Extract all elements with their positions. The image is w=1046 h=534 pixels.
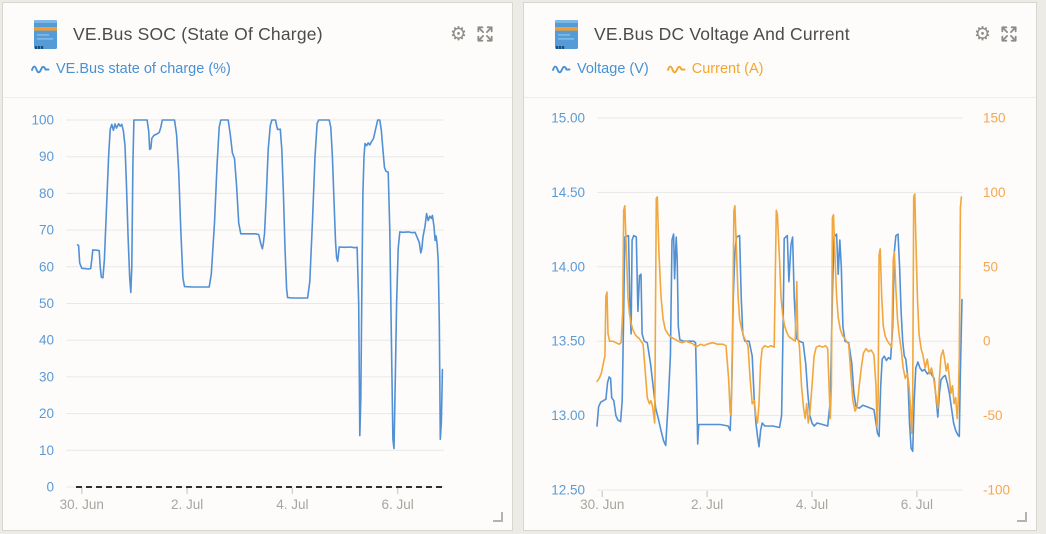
legend-item-current[interactable]: Current (A): [666, 61, 764, 77]
gear-icon[interactable]: ⚙: [973, 22, 991, 45]
svg-text:0: 0: [983, 334, 991, 349]
svg-text:50: 50: [39, 296, 54, 311]
svg-text:14.00: 14.00: [551, 259, 585, 274]
svg-text:13.00: 13.00: [551, 408, 585, 423]
soc-panel-header: VE.Bus SOC (State Of Charge) ⚙ V: [3, 3, 512, 98]
svg-text:6. Jul: 6. Jul: [382, 497, 414, 512]
vebus-inverter-icon: [34, 20, 57, 49]
legend: VE.Bus state of charge (%): [3, 51, 512, 77]
svg-text:6. Jul: 6. Jul: [901, 497, 933, 512]
legend-label: Current (A): [691, 61, 764, 77]
panel-title: VE.Bus DC Voltage And Current: [594, 23, 850, 44]
panel-resize-handle[interactable]: [493, 512, 503, 522]
svg-text:2. Jul: 2. Jul: [171, 497, 203, 512]
svg-text:13.50: 13.50: [551, 334, 585, 349]
legend-item-voltage[interactable]: Voltage (V): [552, 61, 649, 77]
svg-text:15.00: 15.00: [551, 111, 585, 126]
legend-label: VE.Bus state of charge (%): [56, 61, 231, 77]
soc-chart-panel: VE.Bus SOC (State Of Charge) ⚙ V: [2, 2, 513, 531]
expand-icon[interactable]: [476, 25, 494, 43]
svg-text:80: 80: [39, 186, 54, 201]
dc-voltage-current-panel: VE.Bus DC Voltage And Current ⚙: [523, 2, 1037, 531]
svg-text:-50: -50: [983, 408, 1003, 423]
expand-icon[interactable]: [1000, 25, 1018, 43]
svg-text:90: 90: [39, 149, 54, 164]
svg-text:20: 20: [39, 406, 54, 421]
svg-text:2. Jul: 2. Jul: [691, 497, 723, 512]
series-line-icon: [666, 65, 686, 74]
svg-text:100: 100: [983, 185, 1006, 200]
legend: Voltage (V) Current (A): [524, 51, 1036, 77]
svg-text:-100: -100: [983, 483, 1010, 498]
legend-label: Voltage (V): [577, 61, 649, 77]
svg-text:4. Jul: 4. Jul: [796, 497, 828, 512]
svg-text:30. Jun: 30. Jun: [580, 497, 624, 512]
svg-text:150: 150: [983, 111, 1006, 126]
legend-item-soc[interactable]: VE.Bus state of charge (%): [31, 61, 231, 77]
svg-text:30. Jun: 30. Jun: [60, 497, 104, 512]
svg-text:30: 30: [39, 369, 54, 384]
svg-text:100: 100: [31, 113, 54, 128]
dc-voltage-current-chart[interactable]: 12.50 13.00 13.50 14.00 14.50 15.00 -100 -50 0 50…: [524, 98, 1036, 528]
soc-line-chart[interactable]: 0 10 20 30 40 50 60 70 80 90 100 30. Jun 2. Jul 4. Ju…: [3, 98, 512, 528]
gear-icon[interactable]: ⚙: [449, 22, 467, 45]
svg-text:50: 50: [983, 259, 998, 274]
svg-text:70: 70: [39, 223, 54, 238]
svg-text:0: 0: [46, 480, 54, 495]
svg-text:14.50: 14.50: [551, 185, 585, 200]
panel-title: VE.Bus SOC (State Of Charge): [73, 23, 323, 44]
svg-text:4. Jul: 4. Jul: [276, 497, 308, 512]
svg-text:40: 40: [39, 333, 54, 348]
vebus-inverter-icon: [555, 20, 578, 49]
svg-text:12.50: 12.50: [551, 483, 585, 498]
svg-text:60: 60: [39, 259, 54, 274]
svg-text:10: 10: [39, 443, 54, 458]
panel-resize-handle[interactable]: [1017, 512, 1027, 522]
series-line-icon: [552, 65, 571, 74]
dc-panel-header: VE.Bus DC Voltage And Current ⚙: [524, 3, 1036, 98]
series-line-icon: [31, 65, 50, 74]
